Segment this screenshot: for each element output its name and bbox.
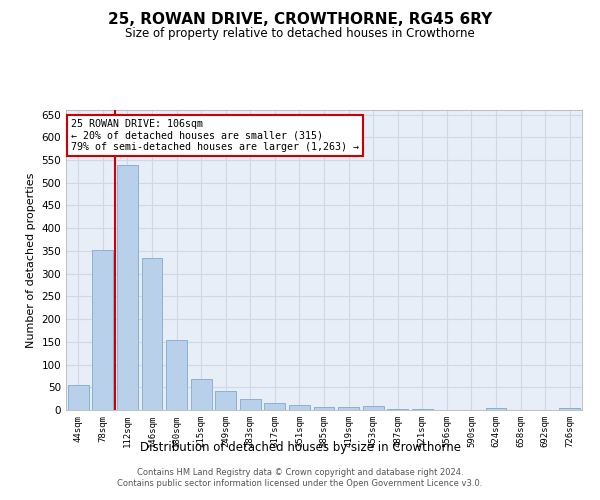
Bar <box>142 258 163 410</box>
Bar <box>117 164 138 410</box>
Text: 25 ROWAN DRIVE: 106sqm
← 20% of detached houses are smaller (315)
79% of semi-de: 25 ROWAN DRIVE: 106sqm ← 20% of detached… <box>71 119 359 152</box>
Bar <box>485 408 506 410</box>
Text: Size of property relative to detached houses in Crowthorne: Size of property relative to detached ho… <box>125 28 475 40</box>
Text: Contains HM Land Registry data © Crown copyright and database right 2024.
Contai: Contains HM Land Registry data © Crown c… <box>118 468 482 487</box>
Bar <box>289 406 310 410</box>
Text: 25, ROWAN DRIVE, CROWTHORNE, RG45 6RY: 25, ROWAN DRIVE, CROWTHORNE, RG45 6RY <box>108 12 492 28</box>
Text: Distribution of detached houses by size in Crowthorne: Distribution of detached houses by size … <box>139 441 461 454</box>
Bar <box>166 340 187 410</box>
Bar <box>215 392 236 410</box>
Bar <box>362 406 383 410</box>
Bar <box>68 385 89 410</box>
Y-axis label: Number of detached properties: Number of detached properties <box>26 172 36 348</box>
Bar <box>240 399 261 410</box>
Bar <box>338 407 359 410</box>
Bar <box>412 409 433 410</box>
Bar <box>387 408 408 410</box>
Bar <box>559 408 580 410</box>
Bar <box>265 402 286 410</box>
Bar <box>191 379 212 410</box>
Bar <box>92 250 113 410</box>
Bar <box>314 408 334 410</box>
